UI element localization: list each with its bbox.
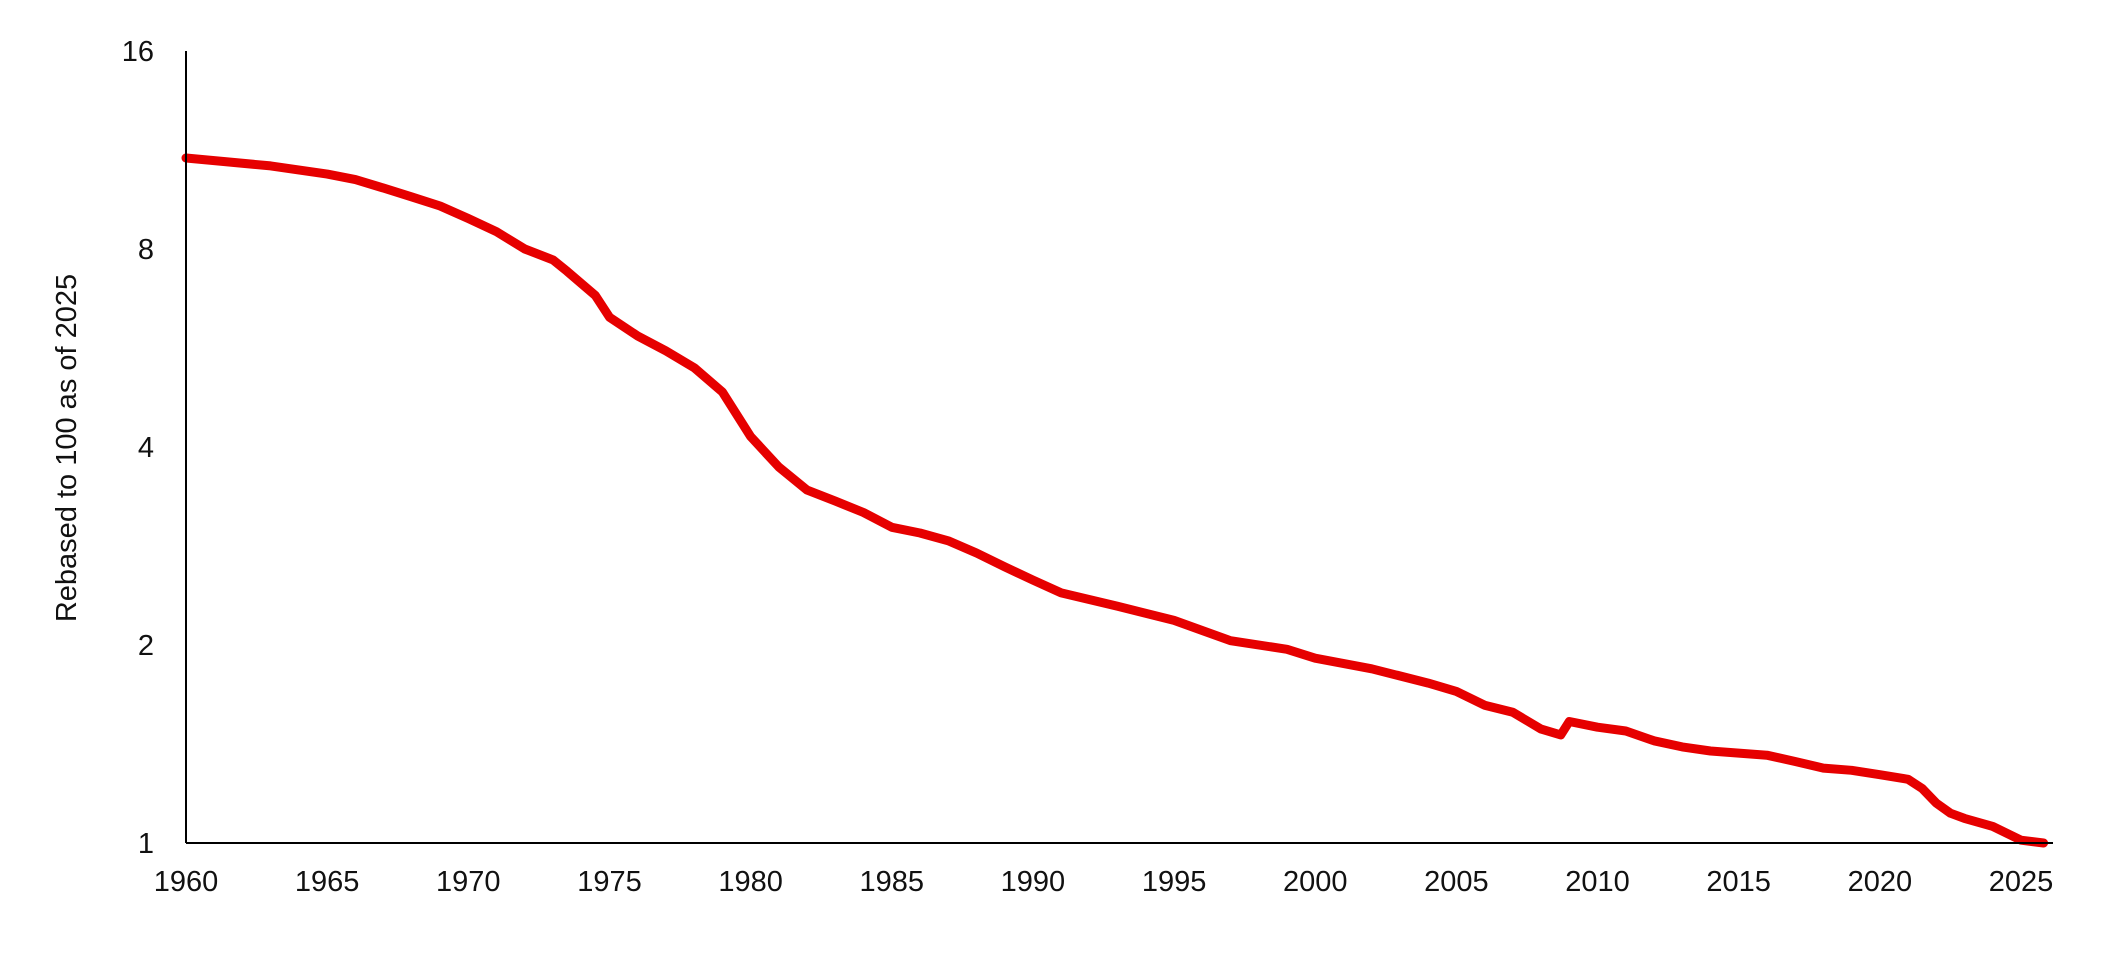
y-tick-label: 1 [138, 828, 154, 860]
x-tick-label: 1985 [860, 866, 925, 898]
x-tick-label: 1965 [295, 866, 360, 898]
x-tick-label: 2000 [1283, 866, 1348, 898]
x-tick-label: 1960 [154, 866, 219, 898]
x-tick-label: 2005 [1424, 866, 1489, 898]
y-tick-label: 2 [138, 630, 154, 662]
y-axis-label: Rebased to 100 as of 2025 [51, 274, 83, 622]
x-tick-label: 2015 [1706, 866, 1771, 898]
y-tick-label: 16 [122, 36, 154, 68]
x-tick-label: 2020 [1848, 866, 1913, 898]
x-tick-label: 1980 [718, 866, 783, 898]
y-tick-label: 4 [138, 432, 154, 464]
x-tick-label: 1995 [1142, 866, 1207, 898]
x-tick-label: 1990 [1001, 866, 1066, 898]
x-tick-label: 1970 [436, 866, 501, 898]
x-tick-label: 1975 [577, 866, 642, 898]
series-line [181, 153, 2049, 848]
y-tick-label: 8 [138, 234, 154, 266]
x-tick-label: 2025 [1989, 866, 2054, 898]
x-tick-label: 2010 [1565, 866, 1630, 898]
